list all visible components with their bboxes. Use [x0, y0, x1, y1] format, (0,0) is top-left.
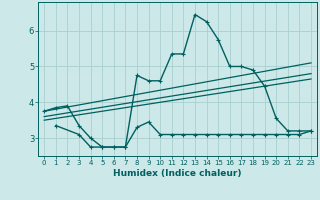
X-axis label: Humidex (Indice chaleur): Humidex (Indice chaleur): [113, 169, 242, 178]
